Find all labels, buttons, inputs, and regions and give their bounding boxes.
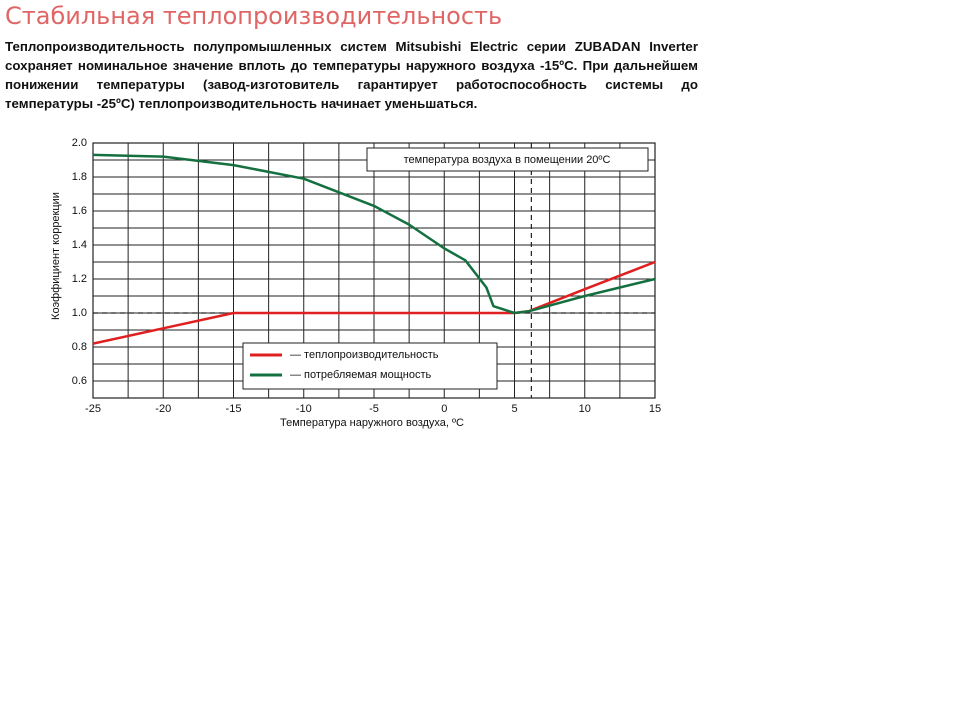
x-tick-label: 5 [511, 403, 517, 415]
x-tick-label: -5 [369, 403, 379, 415]
y-tick-label: 0.8 [72, 341, 87, 353]
y-tick-label: 1.2 [72, 273, 87, 285]
plot-frame [92, 142, 656, 399]
x-tick-label: 10 [579, 403, 591, 415]
y-tick-label: 0.6 [72, 375, 87, 387]
legend-label: — потребляемая мощность [290, 369, 431, 381]
series-line [92, 153, 656, 315]
x-tick-label: -20 [155, 403, 171, 415]
y-tick-label: 1.4 [72, 239, 87, 251]
y-tick-label: 2.0 [72, 137, 87, 149]
legend-label: — теплопроизводительность [290, 349, 439, 361]
y-tick-label: 1.6 [72, 205, 87, 217]
x-tick-label: -10 [296, 403, 312, 415]
x-axis-label: Температура наружного воздуха, ºС [280, 417, 464, 429]
x-tick-label: -15 [226, 403, 242, 415]
slide-title: Стабильная теплопроизводительность [5, 2, 503, 30]
x-tick-label: -25 [85, 403, 101, 415]
x-tick-label: 15 [649, 403, 661, 415]
annotation: температура воздуха в помещении 20ºС [404, 154, 611, 166]
legend-box [242, 342, 498, 390]
y-tick-label: 1.8 [72, 171, 87, 183]
x-tick-label: 0 [441, 403, 447, 415]
y-axis-label: Коэффициент коррекции [50, 192, 62, 320]
y-tick-label: 1.0 [72, 307, 87, 319]
slide-paragraph: Теплопроизводительность полупромышленных… [5, 39, 698, 111]
annotation-box [366, 147, 649, 172]
